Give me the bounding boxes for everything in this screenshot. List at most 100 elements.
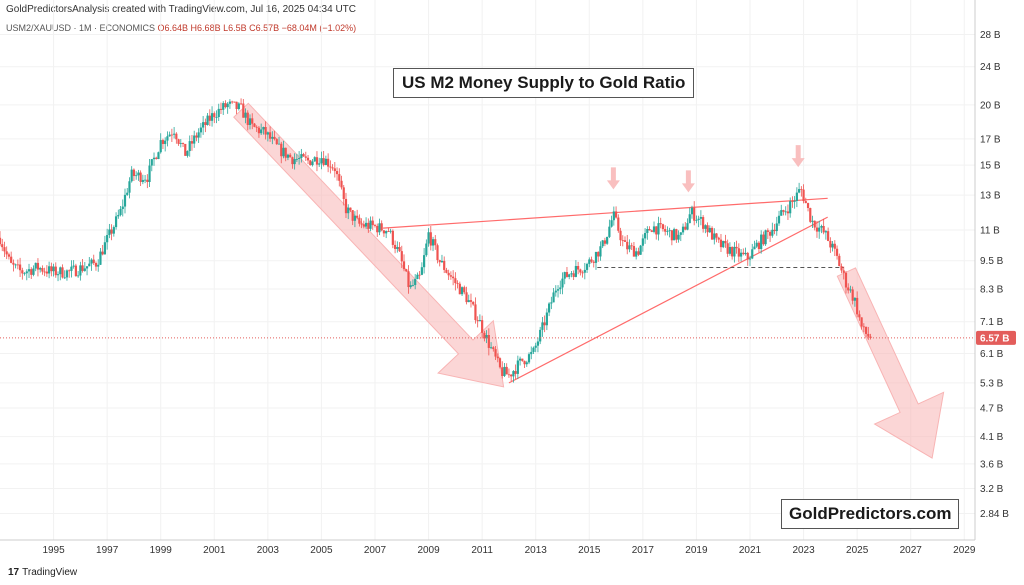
candle-body — [831, 243, 834, 248]
candle-body — [733, 246, 736, 257]
candle-body — [204, 122, 207, 125]
candle-body — [554, 290, 557, 293]
time-tick-label: 2029 — [953, 545, 976, 556]
candle-body — [79, 265, 82, 276]
candle-body — [463, 287, 466, 293]
candle-body — [789, 201, 792, 214]
candle-body — [65, 270, 69, 278]
candle-body — [851, 289, 854, 301]
candle-body — [427, 232, 430, 244]
candle-body — [474, 304, 477, 321]
candle-body — [347, 207, 350, 214]
candle-body — [119, 209, 122, 215]
candle-body — [592, 261, 595, 263]
candle-body — [492, 347, 495, 350]
candle-body — [349, 207, 352, 211]
price-tick-label: 13 B — [980, 191, 1001, 202]
candle-body — [315, 157, 319, 165]
candle-body — [717, 237, 720, 240]
candle-body — [635, 251, 638, 257]
candle-body — [376, 226, 379, 233]
candle-body — [231, 101, 234, 103]
candle-body — [856, 297, 859, 315]
candle-body — [702, 217, 705, 229]
time-tick-label: 2009 — [417, 545, 440, 556]
tradingview-logo[interactable]: 17 TradingView — [8, 567, 77, 578]
candle-body — [621, 240, 624, 241]
trend-arrows — [233, 102, 945, 459]
candle-body — [128, 181, 131, 193]
candle-body — [114, 216, 118, 228]
candle-body — [860, 317, 863, 327]
candle-body — [541, 322, 544, 330]
candle-body — [603, 240, 607, 244]
candle-body — [7, 254, 11, 257]
candle-body — [289, 154, 292, 158]
candle-body — [806, 203, 810, 209]
candle-body — [407, 271, 410, 288]
candle-body — [117, 214, 120, 217]
candle-body — [358, 217, 361, 224]
candle-body — [431, 239, 435, 246]
candle-body — [704, 225, 707, 229]
candle-body — [742, 252, 745, 255]
candle-body — [16, 264, 19, 266]
candle-body — [0, 237, 2, 245]
price-axis[interactable]: 28 B 24 B 20 B 17 B 15 B 13 B 11 B 9.5 B 8.3 B 7.… — [980, 30, 1009, 520]
candle-body — [661, 224, 665, 230]
candle-body — [150, 159, 153, 166]
candle-body — [81, 265, 84, 271]
time-tick-label: 2027 — [900, 545, 923, 556]
candle-body — [780, 210, 783, 216]
candle-body — [313, 157, 316, 162]
candle-body — [762, 234, 765, 245]
candle-body — [77, 275, 80, 277]
candle-body — [498, 358, 502, 368]
candle-body — [849, 289, 852, 291]
candle-body — [606, 236, 609, 244]
candle-body — [447, 272, 450, 276]
candle-body — [351, 210, 354, 221]
candle-body — [309, 160, 312, 166]
candle-body — [177, 139, 180, 144]
candle-body — [670, 230, 673, 241]
time-tick-label: 2005 — [310, 545, 333, 556]
candle-body — [43, 271, 46, 273]
candle-body — [253, 123, 256, 127]
candle-body — [556, 289, 560, 291]
candle-body — [68, 270, 71, 272]
candle-body — [753, 246, 756, 250]
candle-body — [380, 223, 383, 231]
time-tick-label: 2001 — [203, 545, 226, 556]
candle-body — [284, 147, 287, 158]
candle-body — [456, 283, 459, 284]
candle-body — [353, 215, 357, 221]
candle-body — [657, 223, 660, 235]
candle-body — [70, 266, 73, 271]
candle-body — [764, 230, 767, 245]
candle-body — [708, 227, 711, 233]
candle-body — [255, 126, 258, 128]
time-tick-label: 2025 — [846, 545, 869, 556]
candle-body — [364, 222, 368, 227]
candle-body — [614, 211, 618, 218]
candle-body — [161, 140, 165, 145]
candle-body — [594, 251, 598, 263]
candle-body — [97, 264, 100, 267]
candle-body — [512, 371, 515, 377]
candle-body — [804, 201, 807, 204]
price-tick-label: 3.2 B — [980, 484, 1004, 495]
candle-body — [579, 269, 582, 273]
candle-body — [679, 232, 682, 235]
candle-body — [411, 284, 415, 286]
candle-body — [588, 259, 591, 264]
time-tick-label: 2023 — [792, 545, 815, 556]
candle-body — [641, 238, 644, 246]
candle-body — [286, 154, 290, 158]
symbol-name[interactable]: USM2/XAUUSD · 1M · ECONOMICS — [6, 23, 156, 33]
time-axis[interactable]: 1995 1997 1999 2001 2003 2005 2007 2009 2011 2013… — [42, 545, 975, 556]
candle-body — [202, 122, 205, 128]
peak-arrow-marker — [791, 145, 805, 168]
candle-body — [637, 251, 640, 255]
